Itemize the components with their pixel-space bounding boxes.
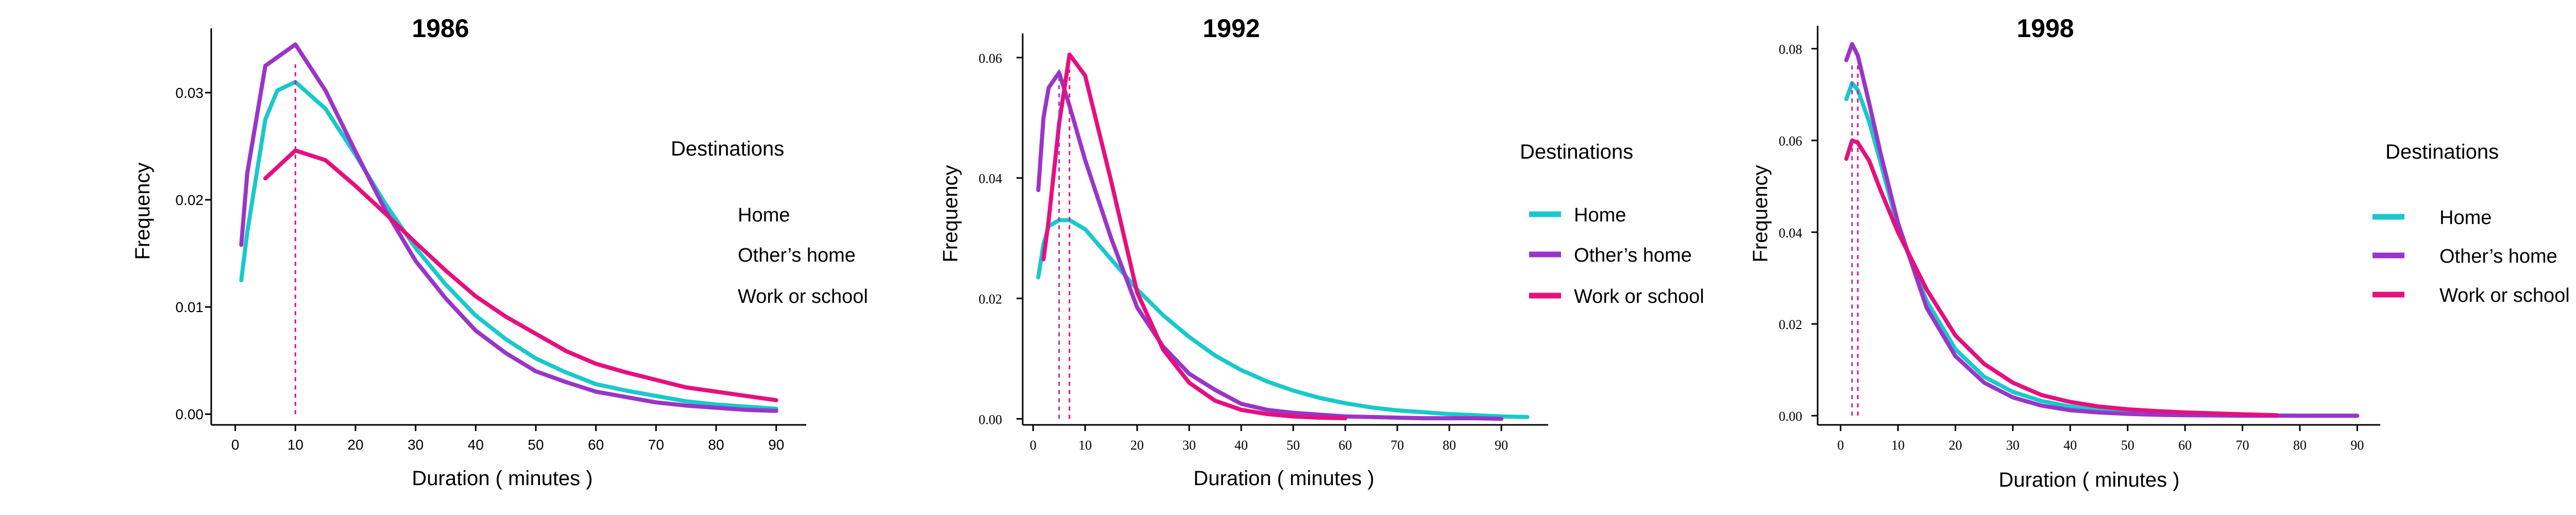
legend-item: Other’s home — [738, 245, 856, 266]
x-tick-label: 20 — [1130, 438, 1144, 453]
x-tick-label: 20 — [347, 437, 363, 453]
series-line-work-or-school — [263, 148, 778, 403]
legend-item: Work or school — [1574, 286, 1704, 307]
y-tick-label: 0.01 — [176, 299, 204, 315]
x-tick-label: 0 — [1837, 438, 1844, 453]
y-tick-label: 0.03 — [176, 85, 204, 101]
x-axis-label: Duration ( minutes ) — [412, 467, 592, 490]
x-tick-label: 70 — [1391, 438, 1404, 453]
x-tick-label: 20 — [1948, 438, 1962, 453]
y-axis-label: Frequency — [939, 165, 962, 263]
y-axis-label: Frequency — [1749, 165, 1772, 263]
x-tick-label: 0 — [1030, 438, 1037, 453]
chart-1998: 0 10 20 30 40 50 60 70 80 90 0.00 0.02 0.04 0.06 0.08 1… — [1749, 14, 2570, 491]
chart-1986: 0 10 20 30 40 50 60 70 80 90 0.00 0.01 0.02 0.03 1986 D… — [131, 14, 868, 490]
y-tick-label: 0.02 — [176, 192, 204, 208]
legend-item: Home — [2439, 207, 2492, 229]
legend-title: Destinations — [2385, 141, 2499, 163]
x-tick-label: 90 — [768, 437, 784, 453]
y-tick-label: 0.00 — [176, 406, 204, 422]
x-tick-label: 50 — [2121, 438, 2134, 453]
x-tick-label: 60 — [588, 437, 604, 453]
chart-title: 1986 — [412, 14, 469, 43]
x-tick-label: 10 — [287, 437, 303, 453]
y-tick-label: 0.00 — [979, 412, 1003, 427]
x-tick-label: 40 — [2063, 438, 2077, 453]
y-tick-label: 0.06 — [979, 51, 1003, 66]
chart-title: 1998 — [2016, 14, 2074, 43]
x-tick-label: 60 — [2178, 438, 2192, 453]
x-tick-label: 30 — [2006, 438, 2020, 453]
legend-item: Work or school — [2439, 285, 2570, 306]
legend-title: Destinations — [671, 138, 784, 160]
x-tick-label: 30 — [1182, 438, 1196, 453]
x-tick-label: 10 — [1078, 438, 1092, 453]
y-tick-label: 0.00 — [1779, 409, 1803, 424]
legend-item: Home — [1574, 204, 1626, 226]
y-tick-label: 0.04 — [979, 171, 1003, 186]
chart-title: 1992 — [1202, 14, 1260, 43]
y-tick-label: 0.04 — [1779, 226, 1803, 241]
series-line-home — [1844, 81, 2360, 418]
y-tick-label: 0.02 — [979, 291, 1003, 306]
x-tick-label: 70 — [2236, 438, 2249, 453]
x-axis-label: Duration ( minutes ) — [1193, 467, 1374, 490]
x-tick-label: 80 — [708, 437, 724, 453]
legend-item: Other’s home — [1574, 245, 1692, 266]
legend-item: Other’s home — [2439, 246, 2557, 267]
x-tick-label: 10 — [1891, 438, 1905, 453]
y-tick-label: 0.02 — [1779, 317, 1803, 332]
x-tick-label: 40 — [468, 437, 484, 453]
series-line-home — [1036, 218, 1530, 419]
y-tick-label: 0.06 — [1779, 134, 1803, 149]
x-tick-label: 40 — [1234, 438, 1248, 453]
y-tick-label: 0.08 — [1779, 42, 1803, 57]
series-line-others-home — [239, 42, 778, 413]
series-line-work-or-school — [1041, 52, 1348, 421]
legend-item: Work or school — [738, 286, 868, 307]
x-tick-label: 0 — [231, 437, 240, 453]
legend-title: Destinations — [1520, 141, 1633, 163]
series-line-work-or-school — [1844, 138, 2279, 418]
legend-item: Home — [738, 204, 790, 226]
x-tick-label: 60 — [1338, 438, 1352, 453]
chart-1992: 0 10 20 30 40 50 60 70 80 90 0.00 0.02 0.04 0.06 1992 D… — [939, 14, 1704, 490]
series-line-others-home — [1844, 42, 2360, 418]
x-tick-label: 90 — [2350, 438, 2364, 453]
x-tick-label: 80 — [1443, 438, 1456, 453]
x-tick-label: 80 — [2293, 438, 2307, 453]
x-axis-label: Duration ( minutes ) — [1998, 469, 2179, 491]
x-tick-label: 30 — [408, 437, 423, 453]
x-tick-label: 50 — [528, 437, 544, 453]
series-line-home — [239, 80, 778, 411]
x-tick-label: 70 — [648, 437, 664, 453]
x-tick-label: 50 — [1286, 438, 1300, 453]
x-tick-label: 90 — [1495, 438, 1508, 453]
series-line-others-home — [1036, 71, 1504, 421]
y-axis-label: Frequency — [131, 163, 154, 260]
